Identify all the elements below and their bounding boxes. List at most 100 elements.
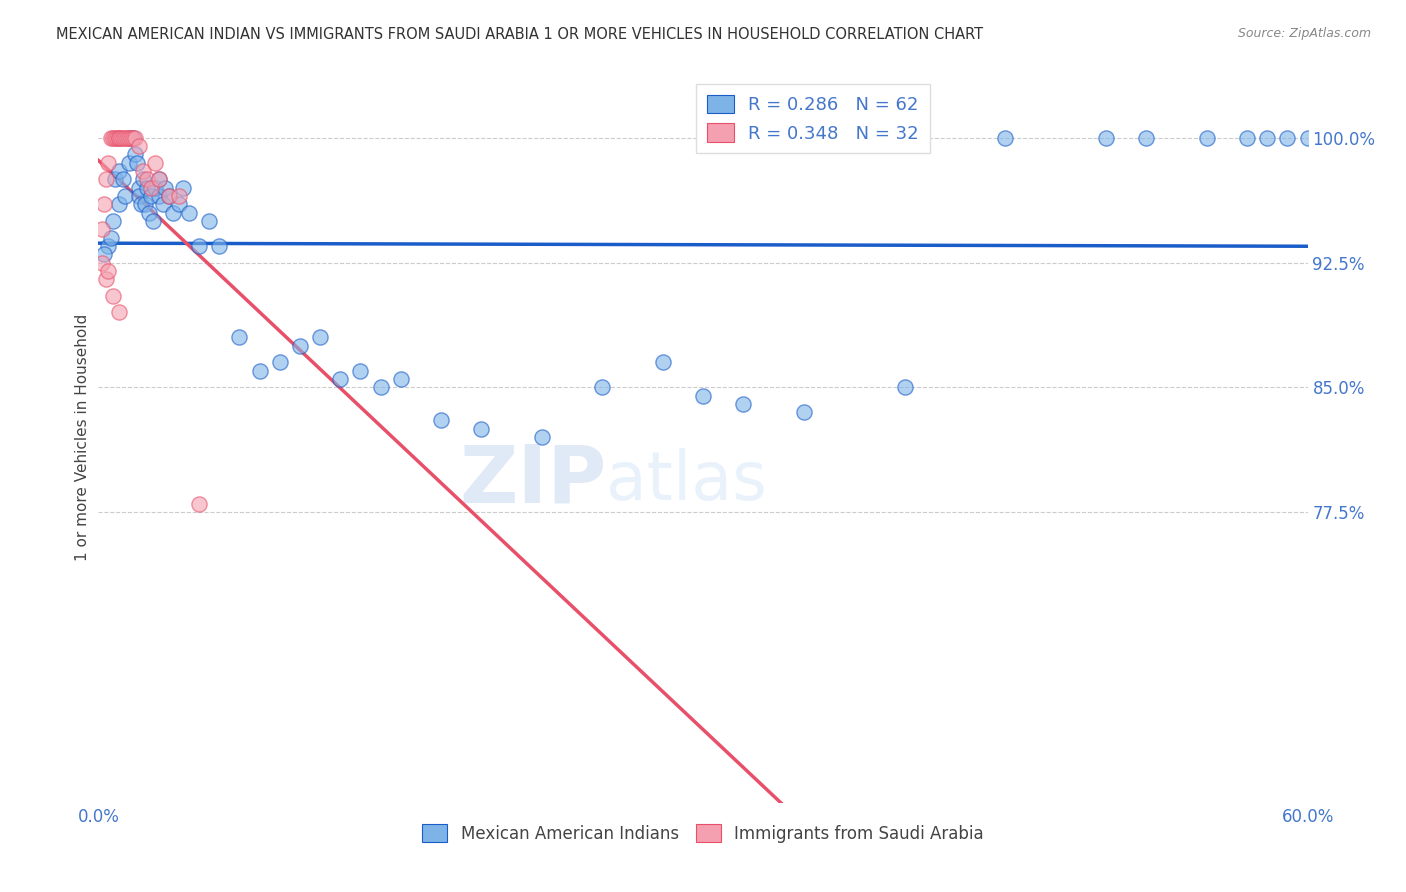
Legend: Mexican American Indians, Immigrants from Saudi Arabia: Mexican American Indians, Immigrants fro… [416, 818, 990, 849]
Point [103, 172, 125, 186]
Point [128, 180, 150, 194]
Point [97, 239, 120, 253]
Text: MEXICAN AMERICAN INDIAN VS IMMIGRANTS FROM SAUDI ARABIA 1 OR MORE VEHICLES IN HO: MEXICAN AMERICAN INDIAN VS IMMIGRANTS FR… [56, 27, 983, 42]
Text: Source: ZipAtlas.com: Source: ZipAtlas.com [1237, 27, 1371, 40]
Point [124, 131, 146, 145]
Point [349, 363, 371, 377]
Point [591, 380, 613, 394]
Point [228, 330, 250, 344]
Point [100, 230, 122, 244]
Point [118, 156, 141, 170]
Point [172, 180, 194, 194]
Point [530, 430, 553, 444]
Text: ZIP: ZIP [458, 442, 606, 520]
Point [100, 131, 122, 145]
Point [157, 189, 180, 203]
Point [309, 330, 332, 344]
Point [138, 205, 160, 219]
Point [153, 180, 176, 194]
Point [118, 131, 141, 145]
Point [110, 131, 132, 145]
Point [111, 131, 134, 145]
Point [994, 131, 1017, 145]
Point [143, 156, 166, 170]
Point [107, 131, 129, 145]
Point [142, 214, 165, 228]
Y-axis label: 1 or more Vehicles in Household: 1 or more Vehicles in Household [75, 313, 90, 561]
Point [1095, 131, 1118, 145]
Point [120, 131, 142, 145]
Point [93, 197, 115, 211]
Point [389, 372, 412, 386]
Point [118, 131, 141, 145]
Point [115, 131, 138, 145]
Point [430, 413, 453, 427]
Point [370, 380, 392, 394]
Point [103, 131, 125, 145]
Point [793, 405, 815, 419]
Point [733, 397, 755, 411]
Point [91, 255, 114, 269]
Point [249, 363, 271, 377]
Point [97, 264, 120, 278]
Point [132, 164, 155, 178]
Point [101, 131, 124, 145]
Point [121, 131, 143, 145]
Point [269, 355, 291, 369]
Point [692, 388, 714, 402]
Point [124, 147, 146, 161]
Point [107, 164, 129, 178]
Point [162, 205, 184, 219]
Point [93, 247, 115, 261]
Point [470, 422, 492, 436]
Point [188, 497, 211, 511]
Point [132, 172, 155, 186]
Point [198, 214, 221, 228]
Point [107, 305, 129, 319]
Point [105, 131, 128, 145]
Point [148, 172, 170, 186]
Point [139, 180, 162, 194]
Point [97, 156, 120, 170]
Point [114, 189, 136, 203]
Point [179, 205, 201, 219]
Point [329, 372, 352, 386]
Point [128, 189, 150, 203]
Point [107, 131, 129, 145]
Point [167, 189, 190, 203]
Point [96, 272, 118, 286]
Point [143, 180, 166, 194]
Point [1135, 131, 1157, 145]
Point [1296, 131, 1319, 145]
Point [111, 172, 134, 186]
Point [208, 239, 231, 253]
Point [288, 339, 311, 353]
Point [135, 180, 157, 194]
Point [101, 214, 124, 228]
Point [121, 131, 143, 145]
Point [893, 380, 915, 394]
Point [1256, 131, 1278, 145]
Point [157, 189, 180, 203]
Point [152, 197, 174, 211]
Point [1195, 131, 1218, 145]
Point [96, 172, 118, 186]
Point [148, 172, 170, 186]
Point [167, 197, 190, 211]
Point [101, 289, 124, 303]
Point [125, 156, 148, 170]
Point [188, 239, 211, 253]
Point [134, 197, 156, 211]
Point [91, 222, 114, 236]
Point [135, 172, 157, 186]
Point [1236, 131, 1258, 145]
Point [1277, 131, 1299, 145]
Point [128, 139, 150, 153]
Point [139, 189, 162, 203]
Point [114, 131, 136, 145]
Text: atlas: atlas [606, 448, 768, 514]
Point [107, 197, 129, 211]
Point [148, 189, 170, 203]
Point [129, 197, 152, 211]
Point [651, 355, 673, 369]
